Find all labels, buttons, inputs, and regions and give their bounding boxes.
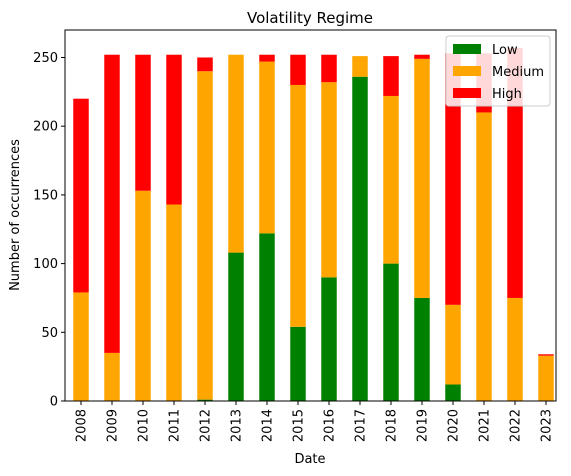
bar-low-2020: [445, 384, 461, 401]
bar-medium-2009: [104, 352, 120, 401]
legend: Low Medium High: [445, 35, 551, 107]
y-tick-label-250: 250: [33, 51, 58, 66]
plot-frame: [64, 29, 557, 402]
chart-title: Volatility Regime: [247, 9, 373, 27]
bar-high-2022: [507, 47, 523, 298]
y-tick-label-100: 100: [33, 257, 58, 272]
x-axis-title: Date: [294, 452, 325, 467]
bar-high-2012: [197, 57, 213, 72]
bar-high-2018: [383, 56, 399, 96]
bar-high-2008: [73, 98, 89, 293]
x-tick-label-2015: 2015: [292, 409, 307, 442]
bar-medium-2015: [290, 84, 306, 327]
bar-high-2019: [414, 54, 430, 59]
x-tick-label-2022: 2022: [509, 409, 524, 442]
legend-label-high: High: [492, 87, 522, 102]
bar-medium-2019: [414, 58, 430, 298]
bar-high-2023: [538, 354, 554, 356]
x-tick-label-2013: 2013: [230, 409, 245, 442]
bars-group: [73, 47, 554, 401]
x-tick-label-2008: 2008: [75, 409, 90, 442]
x-tick-label-2021: 2021: [478, 409, 493, 442]
bar-medium-2010: [135, 190, 151, 401]
legend-swatch-medium: [453, 66, 481, 76]
bar-medium-2011: [166, 204, 182, 401]
bar-low-2015: [290, 326, 306, 401]
bar-medium-2014: [259, 61, 275, 234]
x-tick-label-2017: 2017: [354, 409, 369, 442]
bar-medium-2017: [352, 56, 368, 77]
bar-medium-2008: [73, 292, 89, 401]
bar-high-2020: [445, 53, 461, 305]
y-axis-title: Number of occurrences: [8, 139, 23, 291]
bar-high-2009: [104, 54, 120, 353]
x-tick-label-2009: 2009: [106, 409, 121, 442]
y-tick-label-50: 50: [41, 326, 58, 341]
bar-high-2010: [135, 54, 151, 191]
x-tick-label-2010: 2010: [137, 409, 152, 442]
bar-low-2013: [228, 252, 244, 401]
bar-medium-2016: [321, 82, 337, 278]
legend-label-low: Low: [492, 43, 518, 58]
x-tick-label-2014: 2014: [261, 409, 276, 442]
y-tick-label-200: 200: [33, 120, 58, 135]
x-tick-label-2020: 2020: [447, 409, 462, 442]
bar-medium-2020: [445, 304, 461, 385]
bar-medium-2021: [476, 112, 492, 401]
bar-low-2014: [259, 233, 275, 401]
x-tick-label-2012: 2012: [199, 409, 214, 442]
x-tick-label-2023: 2023: [540, 409, 555, 442]
x-tick-label-2016: 2016: [323, 409, 338, 442]
legend-swatch-high: [453, 88, 481, 98]
y-tick-label-0: 0: [50, 395, 58, 410]
bar-medium-2022: [507, 297, 523, 401]
bar-high-2016: [321, 54, 337, 83]
y-tick-label-150: 150: [33, 188, 58, 203]
bar-medium-2023: [538, 355, 554, 401]
bar-high-2014: [259, 54, 275, 62]
x-tick-label-2018: 2018: [385, 409, 400, 442]
x-tick-label-2019: 2019: [416, 409, 431, 442]
bar-low-2018: [383, 263, 399, 401]
legend-swatch-low: [453, 44, 481, 54]
bar-high-2011: [166, 54, 182, 205]
y-axis-ticks: 0 50 100 150 200 250: [33, 51, 65, 410]
bar-medium-2018: [383, 95, 399, 264]
bar-low-2012: [197, 399, 213, 401]
bar-medium-2013: [228, 54, 244, 253]
x-axis-ticks: 2008 2009 2010 2011 2012 2013 2014 2015 2016 2017…: [75, 401, 555, 442]
bar-low-2019: [414, 297, 430, 401]
bar-low-2016: [321, 277, 337, 401]
bar-medium-2012: [197, 71, 213, 400]
x-tick-label-2011: 2011: [168, 409, 183, 442]
bar-low-2017: [352, 76, 368, 401]
legend-label-medium: Medium: [492, 65, 544, 80]
bar-high-2015: [290, 54, 306, 85]
